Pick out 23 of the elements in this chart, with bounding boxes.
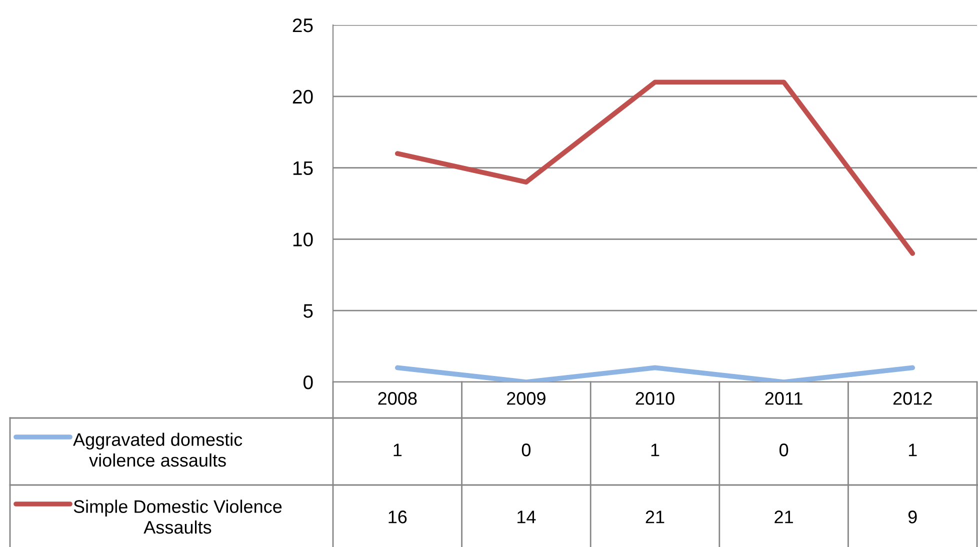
data-label: 1 [394, 444, 402, 456]
y-tick-label: 20 [292, 90, 313, 104]
data-label: 16 [388, 510, 407, 524]
data-label: 21 [646, 510, 664, 524]
x-tick-label: 2010 [636, 392, 674, 405]
x-tick-label: 2009 [507, 392, 546, 405]
legend-label: Simple Domestic Violence Assaults [74, 500, 282, 534]
data-label: 1 [651, 444, 660, 456]
data-label: 21 [774, 510, 793, 524]
data-label: 14 [518, 510, 536, 524]
x-tick-label: 2008 [378, 392, 417, 405]
x-tick-label: 2012 [893, 392, 932, 405]
data-label: 1 [908, 444, 917, 456]
data-label: 0 [522, 444, 531, 456]
x-tick-label: 2011 [765, 392, 802, 405]
y-tick-label: 10 [293, 232, 313, 246]
y-tick-label: 5 [304, 304, 313, 318]
y-tick-label: 15 [293, 161, 313, 176]
y-tick-label: 25 [292, 18, 313, 32]
legend-label: Aggravated domestic violence assaults [73, 432, 242, 467]
data-label: 9 [908, 510, 917, 524]
data-label: 0 [779, 444, 788, 456]
y-tick-label: 0 [304, 375, 313, 390]
